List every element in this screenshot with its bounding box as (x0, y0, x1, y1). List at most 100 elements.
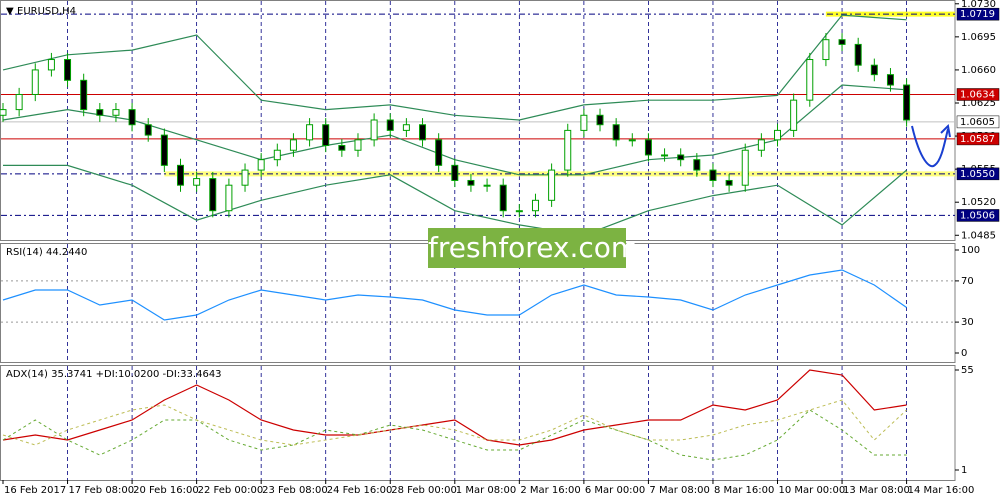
candle-body (241, 169, 249, 186)
x-tick-label: 6 Mar 00:00 (585, 485, 645, 496)
pane-title: EURUSD,H4 (17, 6, 76, 17)
level-label: 1.0719 (960, 9, 995, 20)
y-tick-label: 1.0660 (961, 65, 996, 76)
pane-title: ADX(14) 35.3741 +DI:10.0200 -DI:33.4643 (6, 369, 222, 380)
level-label: 1.0605 (960, 117, 995, 128)
level-label: 1.0587 (960, 134, 995, 145)
series-line (2, 14, 907, 121)
pane-frame (0, 365, 956, 481)
candle-body (838, 39, 846, 45)
x-tick-label: 28 Feb 00:00 (391, 485, 457, 496)
candle-body (596, 114, 604, 126)
candle-body (564, 129, 572, 171)
candle-body (306, 124, 314, 141)
candle-body (176, 164, 184, 186)
series-line (2, 269, 907, 321)
candle-body (354, 139, 362, 151)
x-tick-label: 8 Mar 16:00 (714, 485, 774, 496)
candle-body (822, 39, 830, 61)
candle-body (435, 139, 443, 166)
candle-body (531, 199, 539, 212)
candle-body (128, 109, 136, 126)
y-tick-label: 55 (961, 365, 974, 376)
level-label: 1.0634 (960, 89, 995, 100)
candle-body (289, 139, 297, 151)
candle-body (612, 124, 620, 141)
y-tick-label: 1.0730 (961, 0, 996, 10)
x-tick-label: 17 Feb 08:00 (69, 485, 135, 496)
candle-body (628, 139, 636, 142)
level-label: 1.0506 (960, 210, 995, 221)
candle-body (402, 124, 410, 131)
candle-body (160, 134, 168, 166)
watermark: freshforex.com (428, 228, 638, 268)
candle-body (483, 184, 491, 187)
candle-body (370, 119, 378, 141)
pane-frame (0, 0, 956, 241)
y-tick-label: 30 (961, 317, 974, 328)
series-line (3, 164, 907, 236)
x-tick-label: 13 Mar 08:00 (843, 485, 910, 496)
candle-body (209, 178, 217, 212)
candle-body (193, 178, 201, 186)
level-label-box (956, 209, 1000, 222)
y-tick-label: 1 (961, 465, 967, 476)
level-label-box (956, 132, 1000, 146)
candle-body (693, 159, 701, 171)
x-tick-label: 23 Feb 08:00 (262, 485, 328, 496)
x-tick-label: 14 Mar 16:00 (908, 485, 975, 496)
candle-body (144, 124, 152, 136)
candle-body (96, 109, 104, 116)
candle-body (774, 129, 782, 141)
x-tick-label: 16 Feb 2017 (4, 485, 66, 496)
candle-body (806, 59, 814, 101)
candle-body (741, 149, 749, 186)
candle-body (273, 149, 281, 161)
level-label: 1.0550 (960, 169, 995, 180)
y-tick-label: 0 (961, 348, 967, 359)
x-tick-label: 2 Mar 16:00 (520, 485, 580, 496)
forecast-arrow (911, 125, 949, 168)
candle-body (31, 69, 39, 95)
candle-body (225, 184, 233, 212)
candle-body (757, 139, 765, 151)
candle-body (580, 114, 588, 131)
candle-body (709, 169, 717, 181)
y-tick-label: 1.0625 (961, 98, 996, 109)
candle-body (854, 43, 862, 66)
candle-body (499, 184, 507, 212)
candle-body (15, 93, 23, 111)
x-tick-label: 1 Mar 08:00 (456, 485, 516, 496)
candle-body (548, 169, 556, 201)
candle-body (338, 145, 346, 151)
candle-body (47, 59, 55, 71)
y-tick-label: 1.0485 (961, 230, 996, 241)
candle-body (80, 79, 88, 111)
level-label-box (956, 7, 1000, 21)
x-tick-label: 22 Feb 00:00 (198, 485, 264, 496)
candle-body (870, 64, 878, 76)
y-tick-label: 100 (961, 245, 980, 256)
pane-title-icon: ▼ (6, 6, 14, 17)
candle-body (419, 124, 427, 141)
candle-body (64, 59, 72, 81)
x-tick-label: 10 Mar 00:00 (779, 485, 846, 496)
candle-body (903, 84, 911, 121)
pane-title: RSI(14) 44.2440 (6, 247, 87, 258)
level-label-box (956, 88, 1000, 101)
forecast-arrowhead (940, 123, 951, 138)
candle-body (451, 164, 459, 181)
candle-body (322, 124, 330, 147)
level-label-box (956, 167, 1000, 181)
candle-body (677, 154, 685, 161)
candle-body (386, 119, 394, 131)
series-line (2, 399, 907, 446)
x-tick-label: 20 Feb 16:00 (133, 485, 199, 496)
candle-body (790, 99, 798, 131)
x-tick-label: 7 Mar 08:00 (649, 485, 709, 496)
candle-body (515, 210, 523, 213)
candle-body (0, 109, 7, 116)
candle-body (725, 179, 733, 186)
